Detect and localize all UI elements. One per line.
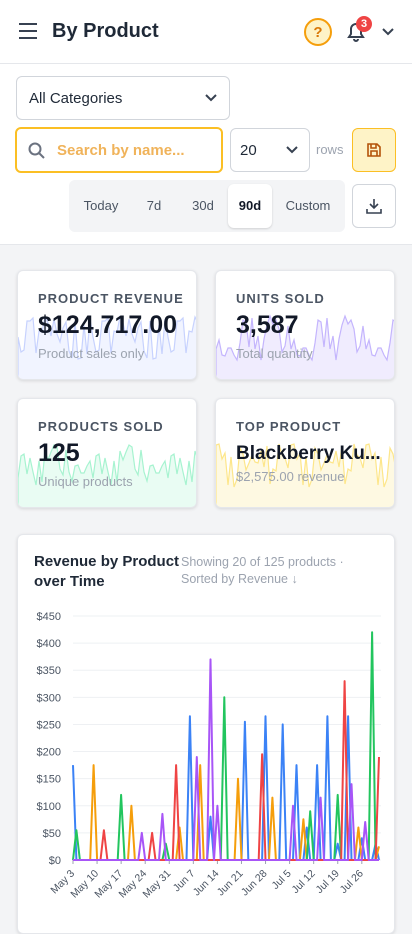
stat-card: UNITS SOLD 3,587 Total quantity: [215, 270, 395, 380]
chevron: [205, 94, 217, 102]
x-tick-label: Jun 14: [191, 868, 222, 899]
notification-badge: 3: [356, 16, 372, 32]
sparkline-bg: [18, 444, 196, 507]
y-tick-label: $250: [37, 719, 61, 731]
account-chevron[interactable]: [381, 27, 395, 37]
range-tabs: Today 7d 30d 90d Custom: [69, 180, 345, 232]
chart: $0$50$100$150$200$250$300$350$400$450May…: [37, 611, 381, 900]
menu-icon[interactable]: [18, 22, 38, 40]
chevron: [286, 146, 298, 154]
download-button[interactable]: [352, 184, 396, 228]
series-line: [73, 658, 379, 861]
y-tick-label: $300: [37, 692, 61, 704]
x-tick-label: Jun 28: [239, 868, 270, 899]
y-tick-label: $50: [43, 828, 61, 840]
svg-text:?: ?: [313, 24, 322, 41]
chart-subtitle: Showing 20 of 125 products · Sorted by R…: [181, 555, 344, 586]
x-tick-label: Jul 19: [314, 868, 342, 896]
y-tick-label: $400: [37, 638, 61, 650]
stat-card: TOP PRODUCT Blackberry Ku... $2,575.00 rev…: [215, 398, 395, 508]
save-button[interactable]: [352, 128, 396, 172]
download-icon: [366, 199, 382, 214]
range-button[interactable]: Custom: [285, 198, 331, 213]
help-icon[interactable]: ?: [303, 17, 333, 47]
sparkline-bg: [216, 443, 394, 507]
rows-value: 20: [240, 142, 257, 159]
category-value: All Categories: [29, 90, 123, 107]
stat-value: $124,717.00: [38, 311, 178, 339]
page-title: By Product: [52, 20, 159, 42]
series-line: [72, 631, 379, 861]
stat-label: UNITS SOLD: [236, 291, 325, 306]
header: By Product ? 3: [0, 0, 412, 64]
category-select[interactable]: All Categories: [16, 76, 230, 120]
x-tick-label: Jun 21: [215, 868, 246, 899]
x-tick-label: Jul 26: [338, 868, 366, 896]
x-tick-label: Jul 12: [289, 868, 317, 896]
y-tick-label: $150: [37, 774, 61, 786]
stat-label: TOP PRODUCT: [236, 419, 342, 434]
stat-value: 125: [38, 439, 80, 467]
search-box[interactable]: Search by name...: [15, 127, 223, 173]
y-tick-label: $0: [49, 855, 61, 867]
range-button[interactable]: 30d: [192, 198, 214, 213]
save-icon: [367, 143, 381, 157]
range-button[interactable]: Today: [83, 198, 119, 213]
stat-value: Blackberry Ku...: [236, 443, 381, 464]
y-tick-label: $100: [37, 801, 61, 813]
stat-note: Product sales only: [38, 346, 145, 361]
search-icon: [28, 142, 45, 159]
stat-note: Total quantity: [236, 346, 313, 361]
stat-note: Unique products: [38, 474, 133, 489]
y-tick-label: $450: [37, 611, 61, 623]
rows-label: rows: [316, 142, 344, 157]
y-tick-label: $350: [37, 665, 61, 677]
chart-card: Revenue by Product over Time Showing 20 …: [17, 534, 395, 934]
stat-card: PRODUCT REVENUE $124,717.00 Product sales …: [17, 270, 197, 380]
search-placeholder: Search by name...: [57, 142, 185, 159]
y-tick-label: $200: [37, 747, 61, 759]
stat-label: PRODUCT REVENUE: [38, 291, 184, 306]
stat-label: PRODUCTS SOLD: [38, 419, 164, 434]
stat-note: $2,575.00 revenue: [236, 469, 345, 484]
chart-title: Revenue by Product over Time: [34, 553, 180, 590]
range-button[interactable]: 7d: [146, 198, 162, 213]
range-button[interactable]: 90d: [228, 184, 272, 228]
stat-card: PRODUCTS SOLD 125 Unique products: [17, 398, 197, 508]
sparkline-bg: [216, 314, 394, 379]
stat-value: 3,587: [236, 311, 299, 339]
rows-select[interactable]: 20: [230, 128, 310, 172]
sparkline-bg: [18, 315, 196, 379]
